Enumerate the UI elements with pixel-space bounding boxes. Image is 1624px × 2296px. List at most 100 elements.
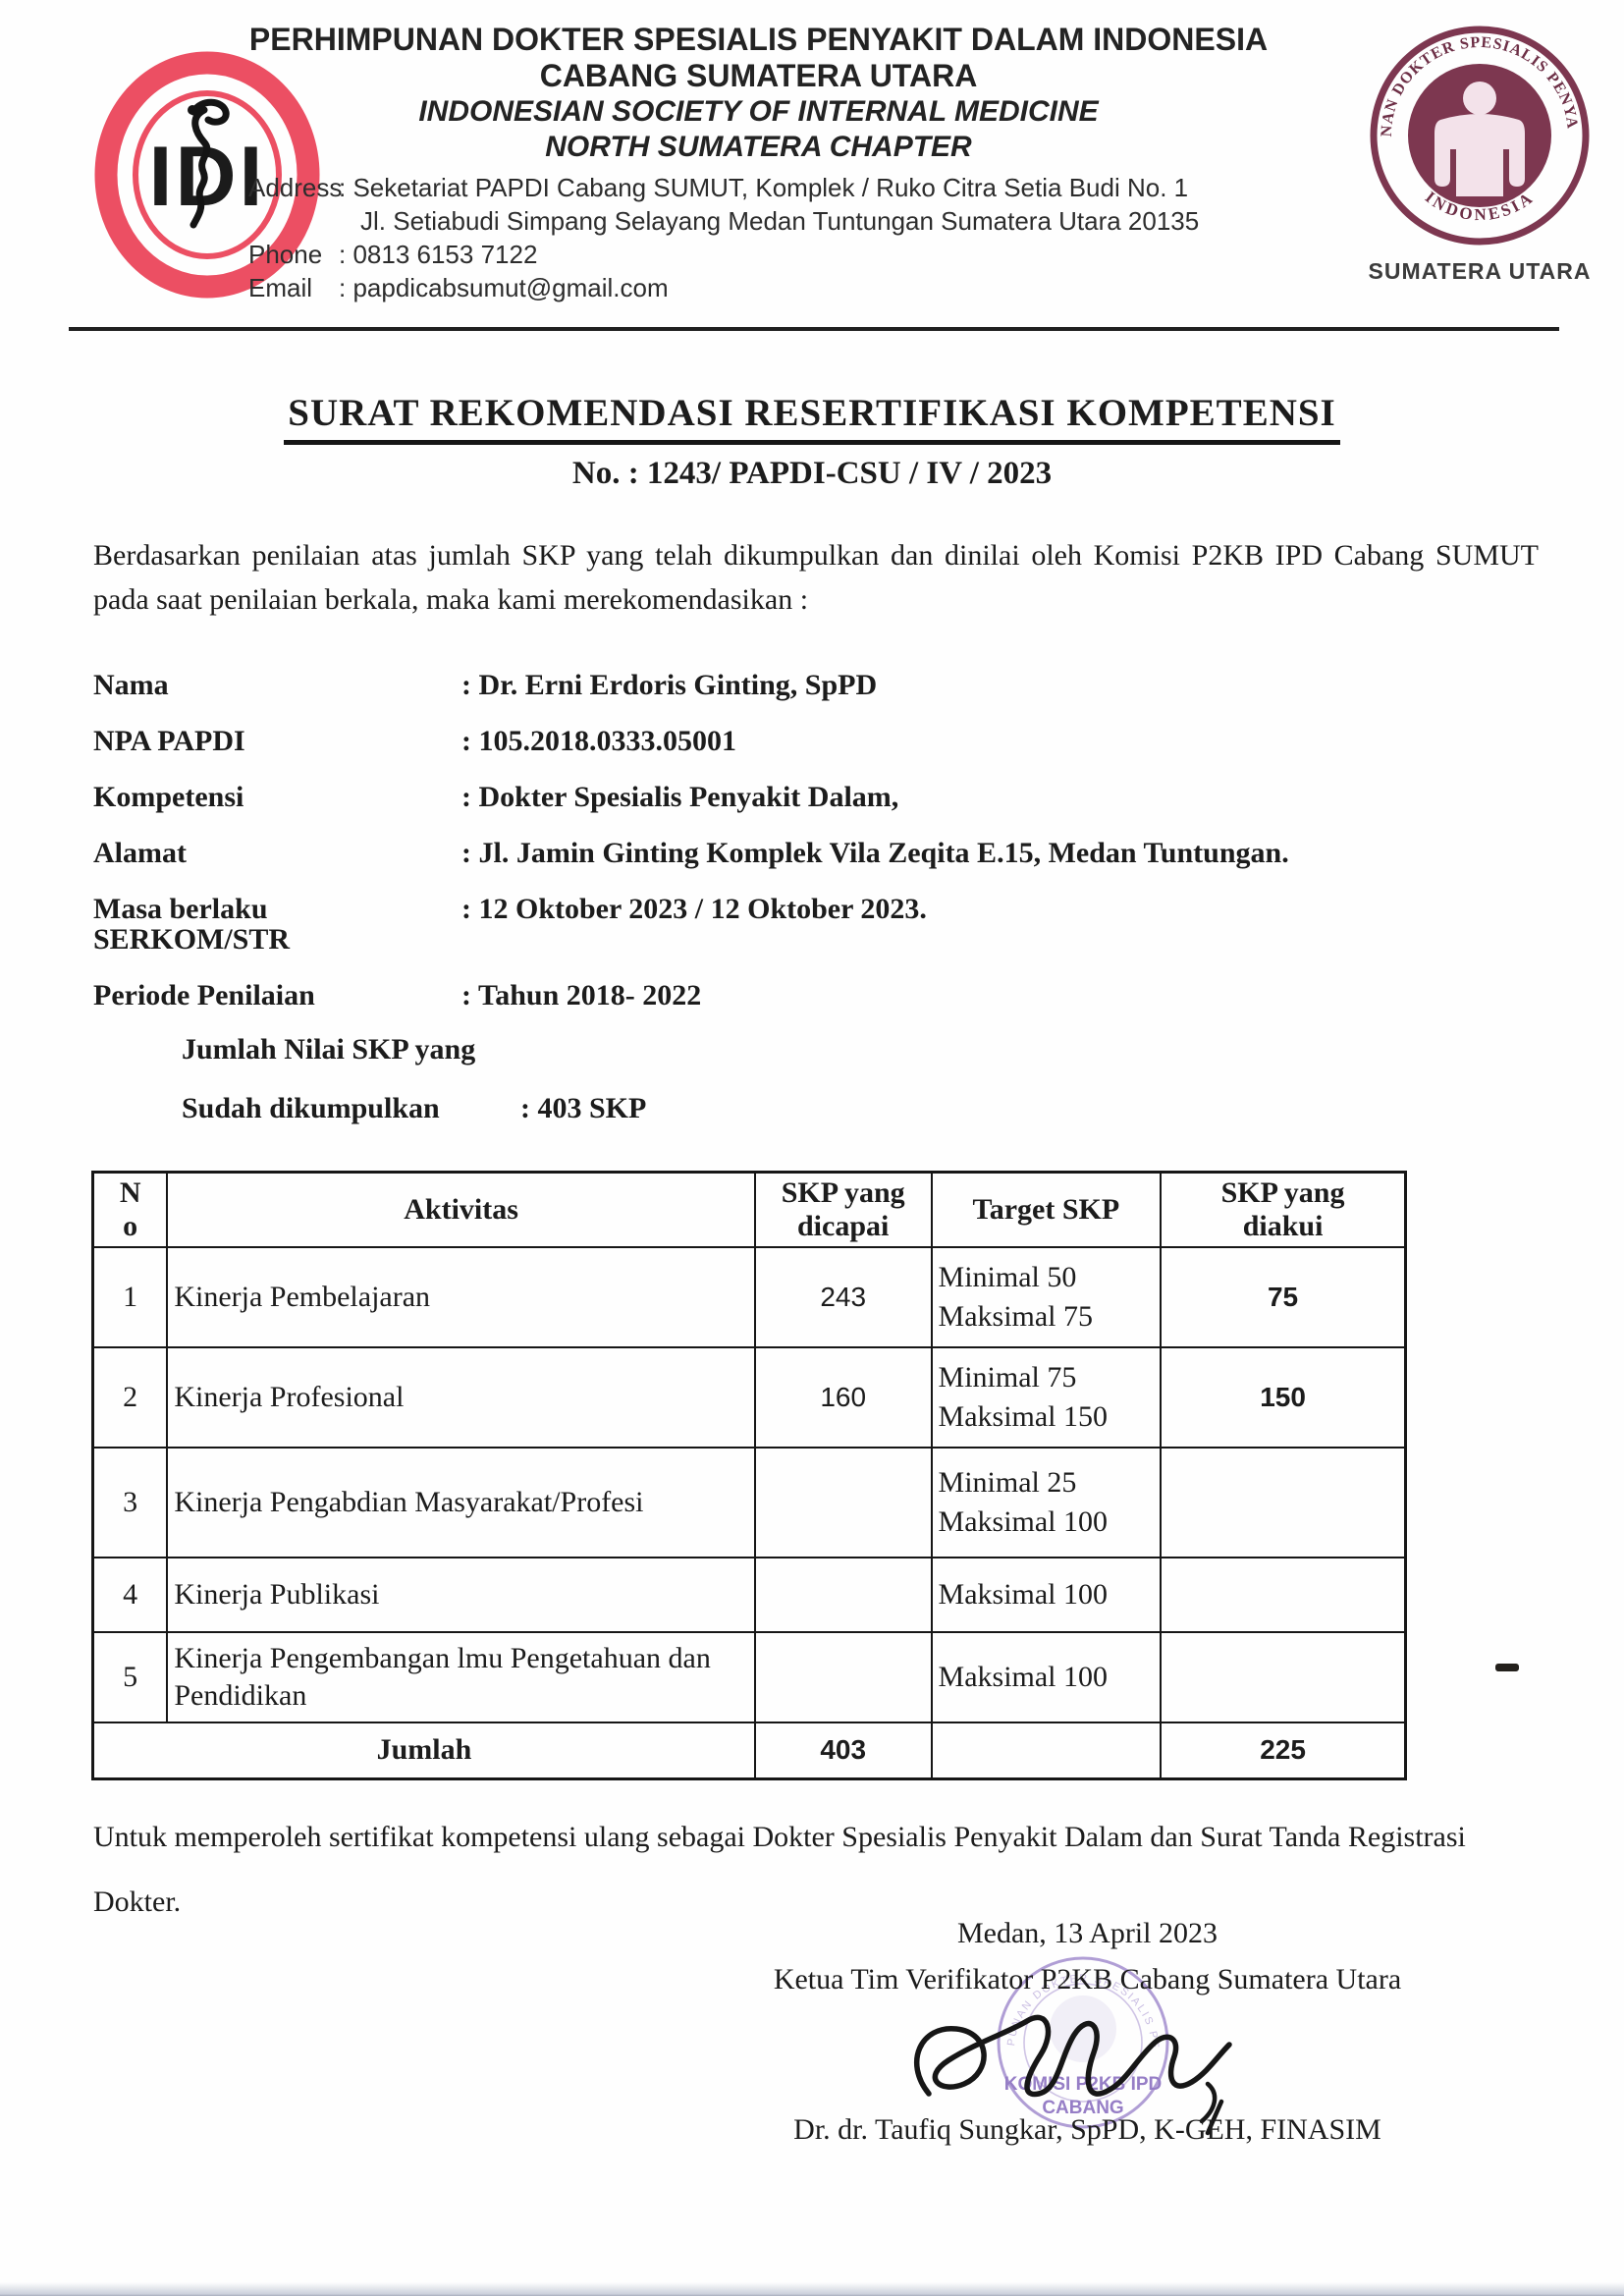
address-row: Address : Seketariat PAPDI Cabang SUMUT,… [248, 171, 1286, 204]
skp-table: N o Aktivitas SKP yang dicapai Target SK… [91, 1171, 1407, 1780]
org-name-en: INDONESIAN SOCIETY OF INTERNAL MEDICINE [418, 95, 1099, 128]
field-label: Kompetensi [93, 781, 244, 813]
field-row-kompetensi: Kompetensi : Dokter Spesialis Penyakit D… [93, 782, 1539, 812]
cell-target: Maksimal 100 [930, 1556, 1163, 1633]
skp-summary-line2: Sudah dikumpulkan : 403 SKP [182, 1093, 646, 1123]
cell-no: 1 [91, 1245, 169, 1348]
org-branch-en: NORTH SUMATERA CHAPTER [545, 131, 972, 163]
field-label: NPA PAPDI [93, 725, 245, 757]
field-value: : Tahun 2018- 2022 [461, 979, 702, 1011]
header-no: N o [91, 1171, 169, 1248]
field-row-alamat: Alamat : Jl. Jamin Ginting Komplek Vila … [93, 838, 1539, 868]
cell-dicapai [753, 1446, 933, 1558]
table-row: 1 Kinerja Pembelajaran 243 Minimal 50 Ma… [91, 1245, 1407, 1348]
snake-head [188, 105, 197, 115]
cell-dicapai [753, 1630, 933, 1723]
papdi-logo: PERHIMPUNAN DOKTER SPESIALIS PENYAKIT DA… [1353, 20, 1606, 285]
field-label: Periode Penilaian [93, 979, 315, 1011]
signatory-role-line: Ketua Tim Verifikator P2KB Cabang Sumate… [773, 1963, 1402, 1995]
phone-label: Phone [248, 240, 323, 269]
field-value: : Jl. Jamin Ginting Komplek Vila Zeqita … [461, 837, 1289, 869]
address-label: Address [248, 173, 343, 202]
phone-value: : 0813 6153 7122 [339, 240, 538, 269]
skp-summary: Jumlah Nilai SKP yang Sudah dikumpulkan … [182, 1034, 646, 1123]
signatory-name-line: Dr. dr. Taufiq Sungkar, SpPD, K-GEH, FIN… [793, 2113, 1381, 2146]
skp-summary-line1: Jumlah Nilai SKP yang [182, 1033, 476, 1066]
cell-diakui: 150 [1160, 1345, 1407, 1449]
email-label: Email [248, 273, 313, 302]
letterhead-text: PERHIMPUNAN DOKTER SPESIALIS PENYAKIT DA… [231, 22, 1286, 304]
cell-aktivitas: Kinerja Profesional [166, 1345, 756, 1449]
field-row-nama: Nama : Dr. Erni Erdoris Ginting, SpPD [93, 670, 1539, 700]
page-bottom-edge [0, 2282, 1624, 2296]
header-skp-diakui: SKP yang diakui [1160, 1171, 1407, 1248]
org-name-id: PERHIMPUNAN DOKTER SPESIALIS PENYAKIT DA… [248, 22, 1269, 57]
header-divider [69, 327, 1559, 331]
cell-aktivitas: Kinerja Pembelajaran [166, 1245, 756, 1348]
contact-block: Address : Seketariat PAPDI Cabang SUMUT,… [231, 171, 1286, 304]
header-target-skp: Target SKP [930, 1171, 1163, 1248]
field-value: : Dokter Spesialis Penyakit Dalam, [461, 781, 899, 813]
phone-row: Phone : 0813 6153 7122 [248, 238, 1286, 271]
table-header-row: N o Aktivitas SKP yang dicapai Target SK… [91, 1171, 1407, 1248]
place-date-line: Medan, 13 April 2023 [957, 1917, 1218, 1949]
cell-target: Maksimal 100 [930, 1630, 1163, 1723]
intro-paragraph: Berdasarkan penilaian atas jumlah SKP ya… [93, 539, 1539, 616]
address-line2: Jl. Setiabudi Simpang Selayang Medan Tun… [360, 206, 1200, 236]
cell-target: Minimal 75 Maksimal 150 [930, 1345, 1163, 1449]
closing-paragraph: Untuk memperoleh sertifikat kompetensi u… [93, 1821, 1466, 1918]
cell-target: Minimal 50 Maksimal 75 [930, 1245, 1163, 1348]
total-diakui: 225 [1160, 1721, 1407, 1780]
cell-dicapai: 243 [753, 1245, 933, 1348]
cell-aktivitas: Kinerja Pengembangan lmu Pengetahuan dan… [166, 1630, 756, 1723]
field-label: Masa berlaku SERKOM/STR [93, 893, 291, 956]
total-label: Jumlah [91, 1721, 756, 1780]
cell-diakui: 75 [1160, 1245, 1407, 1348]
official-stamp: PERHIMPUNAN DOKTER SPESIALIS PENYAKIT KO… [997, 1956, 1169, 2129]
cell-target: Minimal 25 Maksimal 100 [930, 1446, 1163, 1558]
field-value: : 12 Oktober 2023 / 12 Oktober 2023. [461, 893, 927, 925]
field-label: Alamat [93, 837, 187, 869]
cell-no: 5 [91, 1630, 169, 1723]
cell-dicapai: 160 [753, 1345, 933, 1449]
field-row-npa-papdi: NPA PAPDI : 105.2018.0333.05001 [93, 726, 1539, 756]
title-block: SURAT REKOMENDASI RESERTIFIKASI KOMPETEN… [0, 391, 1624, 492]
table-total-row: Jumlah 403 225 [91, 1721, 1407, 1780]
address-value: : Seketariat PAPDI Cabang SUMUT, Komplek… [339, 173, 1189, 202]
table-row: 2 Kinerja Profesional 160 Minimal 75 Mak… [91, 1345, 1407, 1449]
recommendation-fields: Nama : Dr. Erni Erdoris Ginting, SpPD NP… [93, 670, 1539, 1036]
caduceus-snake-icon [189, 98, 230, 229]
header-skp-dicapai: SKP yang dicapai [753, 1171, 933, 1248]
cell-diakui [1160, 1630, 1407, 1723]
table-row: 5 Kinerja Pengembangan lmu Pengetahuan d… [91, 1630, 1407, 1723]
total-dicapai: 403 [753, 1721, 933, 1780]
org-branch-id: CABANG SUMATERA UTARA [539, 58, 978, 93]
idi-logo-icon: IDI [94, 51, 320, 299]
cell-aktivitas: Kinerja Publikasi [166, 1556, 756, 1633]
letter-number: No. : 1243/ PAPDI-CSU / IV / 2023 [571, 456, 1053, 491]
field-value: : Dr. Erni Erdoris Ginting, SpPD [461, 669, 878, 701]
field-row-periode: Periode Penilaian : Tahun 2018- 2022 [93, 980, 1539, 1011]
email-value: : papdicabsumut@gmail.com [339, 273, 669, 302]
cell-diakui [1160, 1556, 1407, 1633]
cell-aktivitas: Kinerja Pengabdian Masyarakat/Profesi [166, 1446, 756, 1558]
total-target [930, 1721, 1163, 1780]
signature-scribble [914, 2014, 1232, 2136]
cell-no: 4 [91, 1556, 169, 1633]
scan-artifact-dash [1495, 1664, 1519, 1671]
cell-no: 3 [91, 1446, 169, 1558]
email-row: Email : papdicabsumut@gmail.com [248, 271, 1286, 304]
field-row-masa-berlaku: Masa berlaku SERKOM/STR : 12 Oktober 202… [93, 894, 1539, 955]
header-aktivitas: Aktivitas [166, 1171, 756, 1248]
table-row: 4 Kinerja Publikasi Maksimal 100 [91, 1556, 1407, 1633]
papdi-logo-caption: SUMATERA UTARA [1368, 258, 1592, 284]
cell-dicapai [753, 1556, 933, 1633]
papdi-logo-icon: PERHIMPUNAN DOKTER SPESIALIS PENYAKIT DA… [1370, 26, 1590, 246]
skp-summary-label: Sudah dikumpulkan [182, 1092, 440, 1124]
skp-summary-value: : 403 SKP [520, 1092, 647, 1124]
person-icon [1435, 82, 1525, 196]
field-value: : 105.2018.0333.05001 [461, 725, 736, 757]
letter-title: SURAT REKOMENDASI RESERTIFIKASI KOMPETEN… [284, 391, 1340, 445]
signature-block: Medan, 13 April 2023 Ketua Tim Verifikat… [638, 1917, 1537, 2162]
